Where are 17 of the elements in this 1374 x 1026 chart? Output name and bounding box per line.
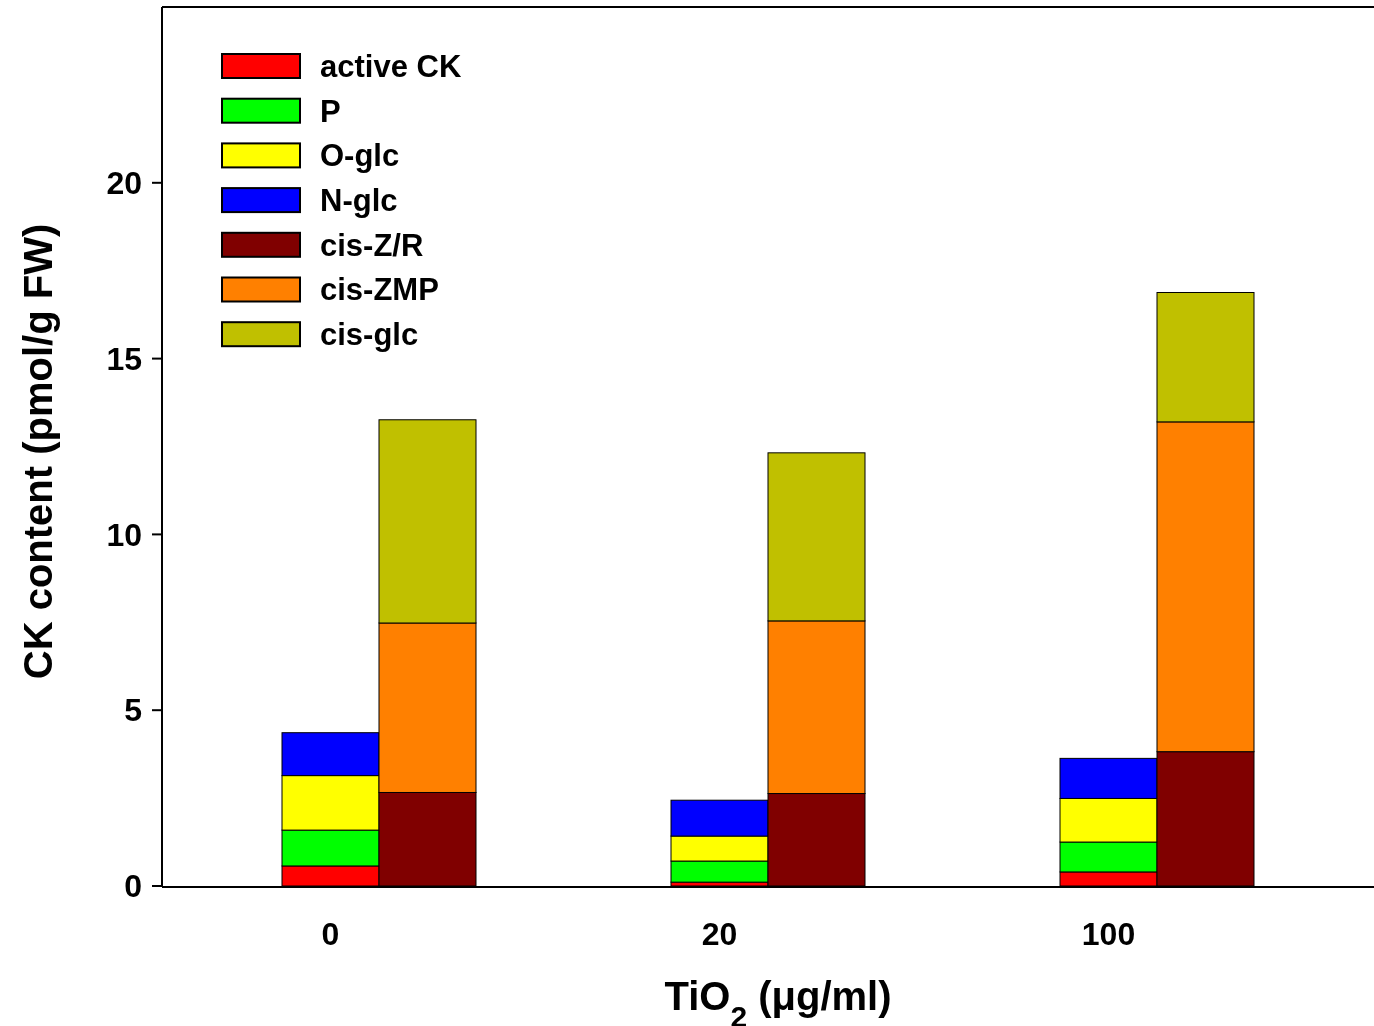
x-tick-label: 100 bbox=[1081, 916, 1136, 952]
x-axis-title: TiO$_{2}$ (μg/ml) bbox=[664, 974, 892, 1026]
y-tick-label: 20 bbox=[106, 165, 142, 201]
legend-label: cis-ZMP bbox=[320, 272, 439, 308]
x-tick-label: 0 bbox=[321, 916, 340, 952]
y-tick-label: 5 bbox=[124, 692, 142, 729]
y-tick-label: 15 bbox=[106, 340, 142, 377]
legend-label: active CK bbox=[320, 48, 462, 84]
legend-label: cis-glc bbox=[320, 317, 419, 353]
legend-label: P bbox=[320, 93, 341, 129]
y-axis-title: CK content (pmol/g FW) bbox=[16, 223, 60, 680]
x-tick-label: 20 bbox=[701, 916, 738, 952]
legend-label: cis-Z/R bbox=[320, 227, 424, 263]
legend-label: O-glc bbox=[320, 138, 400, 174]
y-tick-label: 0 bbox=[124, 868, 142, 905]
legend-label: N-glc bbox=[320, 182, 398, 218]
y-tick-label: 10 bbox=[106, 516, 142, 553]
